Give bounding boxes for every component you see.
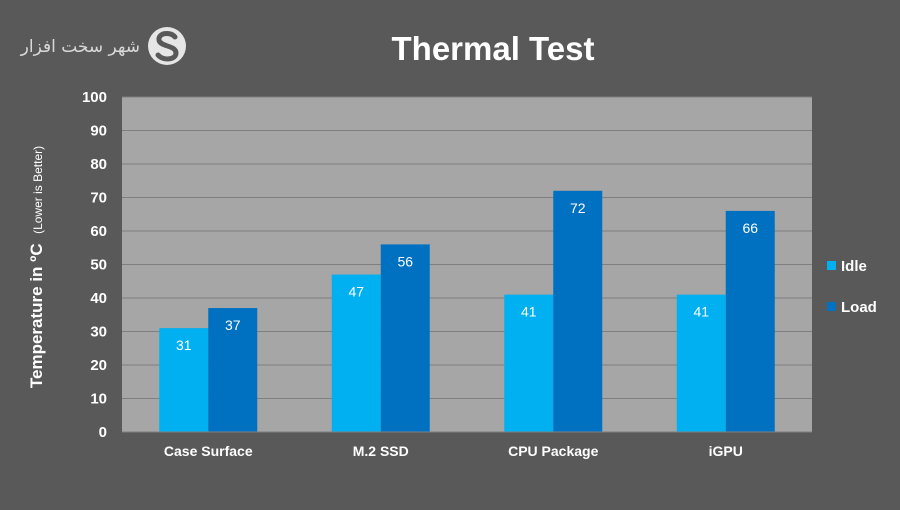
y-axis-label: Temperature in ºC (Lower is Better) <box>27 146 46 388</box>
y-tick-label: 30 <box>90 324 107 341</box>
y-axis-label-main: Temperature in ºC <box>27 243 46 388</box>
x-axis-labels: Case Surface M.2 SSD CPU Package iGPU <box>164 443 743 459</box>
legend-swatch <box>827 261 836 270</box>
legend-swatch <box>827 302 836 311</box>
data-label: 56 <box>397 253 413 269</box>
bar <box>504 294 554 432</box>
bar <box>553 190 603 432</box>
y-tick-label: 60 <box>90 223 107 240</box>
data-label: 41 <box>521 304 537 320</box>
legend: Idle Load <box>827 258 877 316</box>
y-tick-label: 50 <box>90 257 107 274</box>
y-tick-label: 70 <box>90 190 107 207</box>
y-tick-label: 100 <box>82 89 107 106</box>
bar <box>676 294 726 432</box>
data-label: 41 <box>693 304 709 320</box>
logo-text: شهر سخت افزار <box>20 37 140 57</box>
y-axis-ticks: 0 10 20 30 40 50 60 70 80 90 100 <box>82 89 107 441</box>
data-label: 66 <box>742 220 758 236</box>
y-axis-label-note: (Lower is Better) <box>31 146 45 234</box>
legend-label: Idle <box>841 258 867 275</box>
data-label: 72 <box>570 200 586 216</box>
y-tick-label: 0 <box>99 424 107 441</box>
chart-title: Thermal Test <box>392 30 595 67</box>
y-tick-label: 90 <box>90 123 107 140</box>
legend-label: Load <box>841 299 877 316</box>
data-label: 37 <box>225 317 241 333</box>
x-tick-label: Case Surface <box>164 443 253 459</box>
bars <box>159 190 775 432</box>
bar <box>208 308 258 432</box>
bar <box>380 244 430 432</box>
data-label: 47 <box>348 284 364 300</box>
y-tick-label: 40 <box>90 290 107 307</box>
y-tick-label: 80 <box>90 156 107 173</box>
x-tick-label: CPU Package <box>508 443 598 459</box>
logo-s-icon <box>155 30 179 62</box>
logo: شهر سخت افزار <box>20 27 186 65</box>
bar <box>159 328 209 432</box>
y-tick-label: 20 <box>90 357 107 374</box>
x-tick-label: iGPU <box>709 443 743 459</box>
data-label: 31 <box>176 337 192 353</box>
bar <box>725 210 775 432</box>
data-labels: 31 37 47 56 41 72 41 66 <box>176 200 758 353</box>
y-tick-label: 10 <box>90 391 107 408</box>
bar <box>331 274 381 432</box>
x-tick-label: M.2 SSD <box>353 443 409 459</box>
